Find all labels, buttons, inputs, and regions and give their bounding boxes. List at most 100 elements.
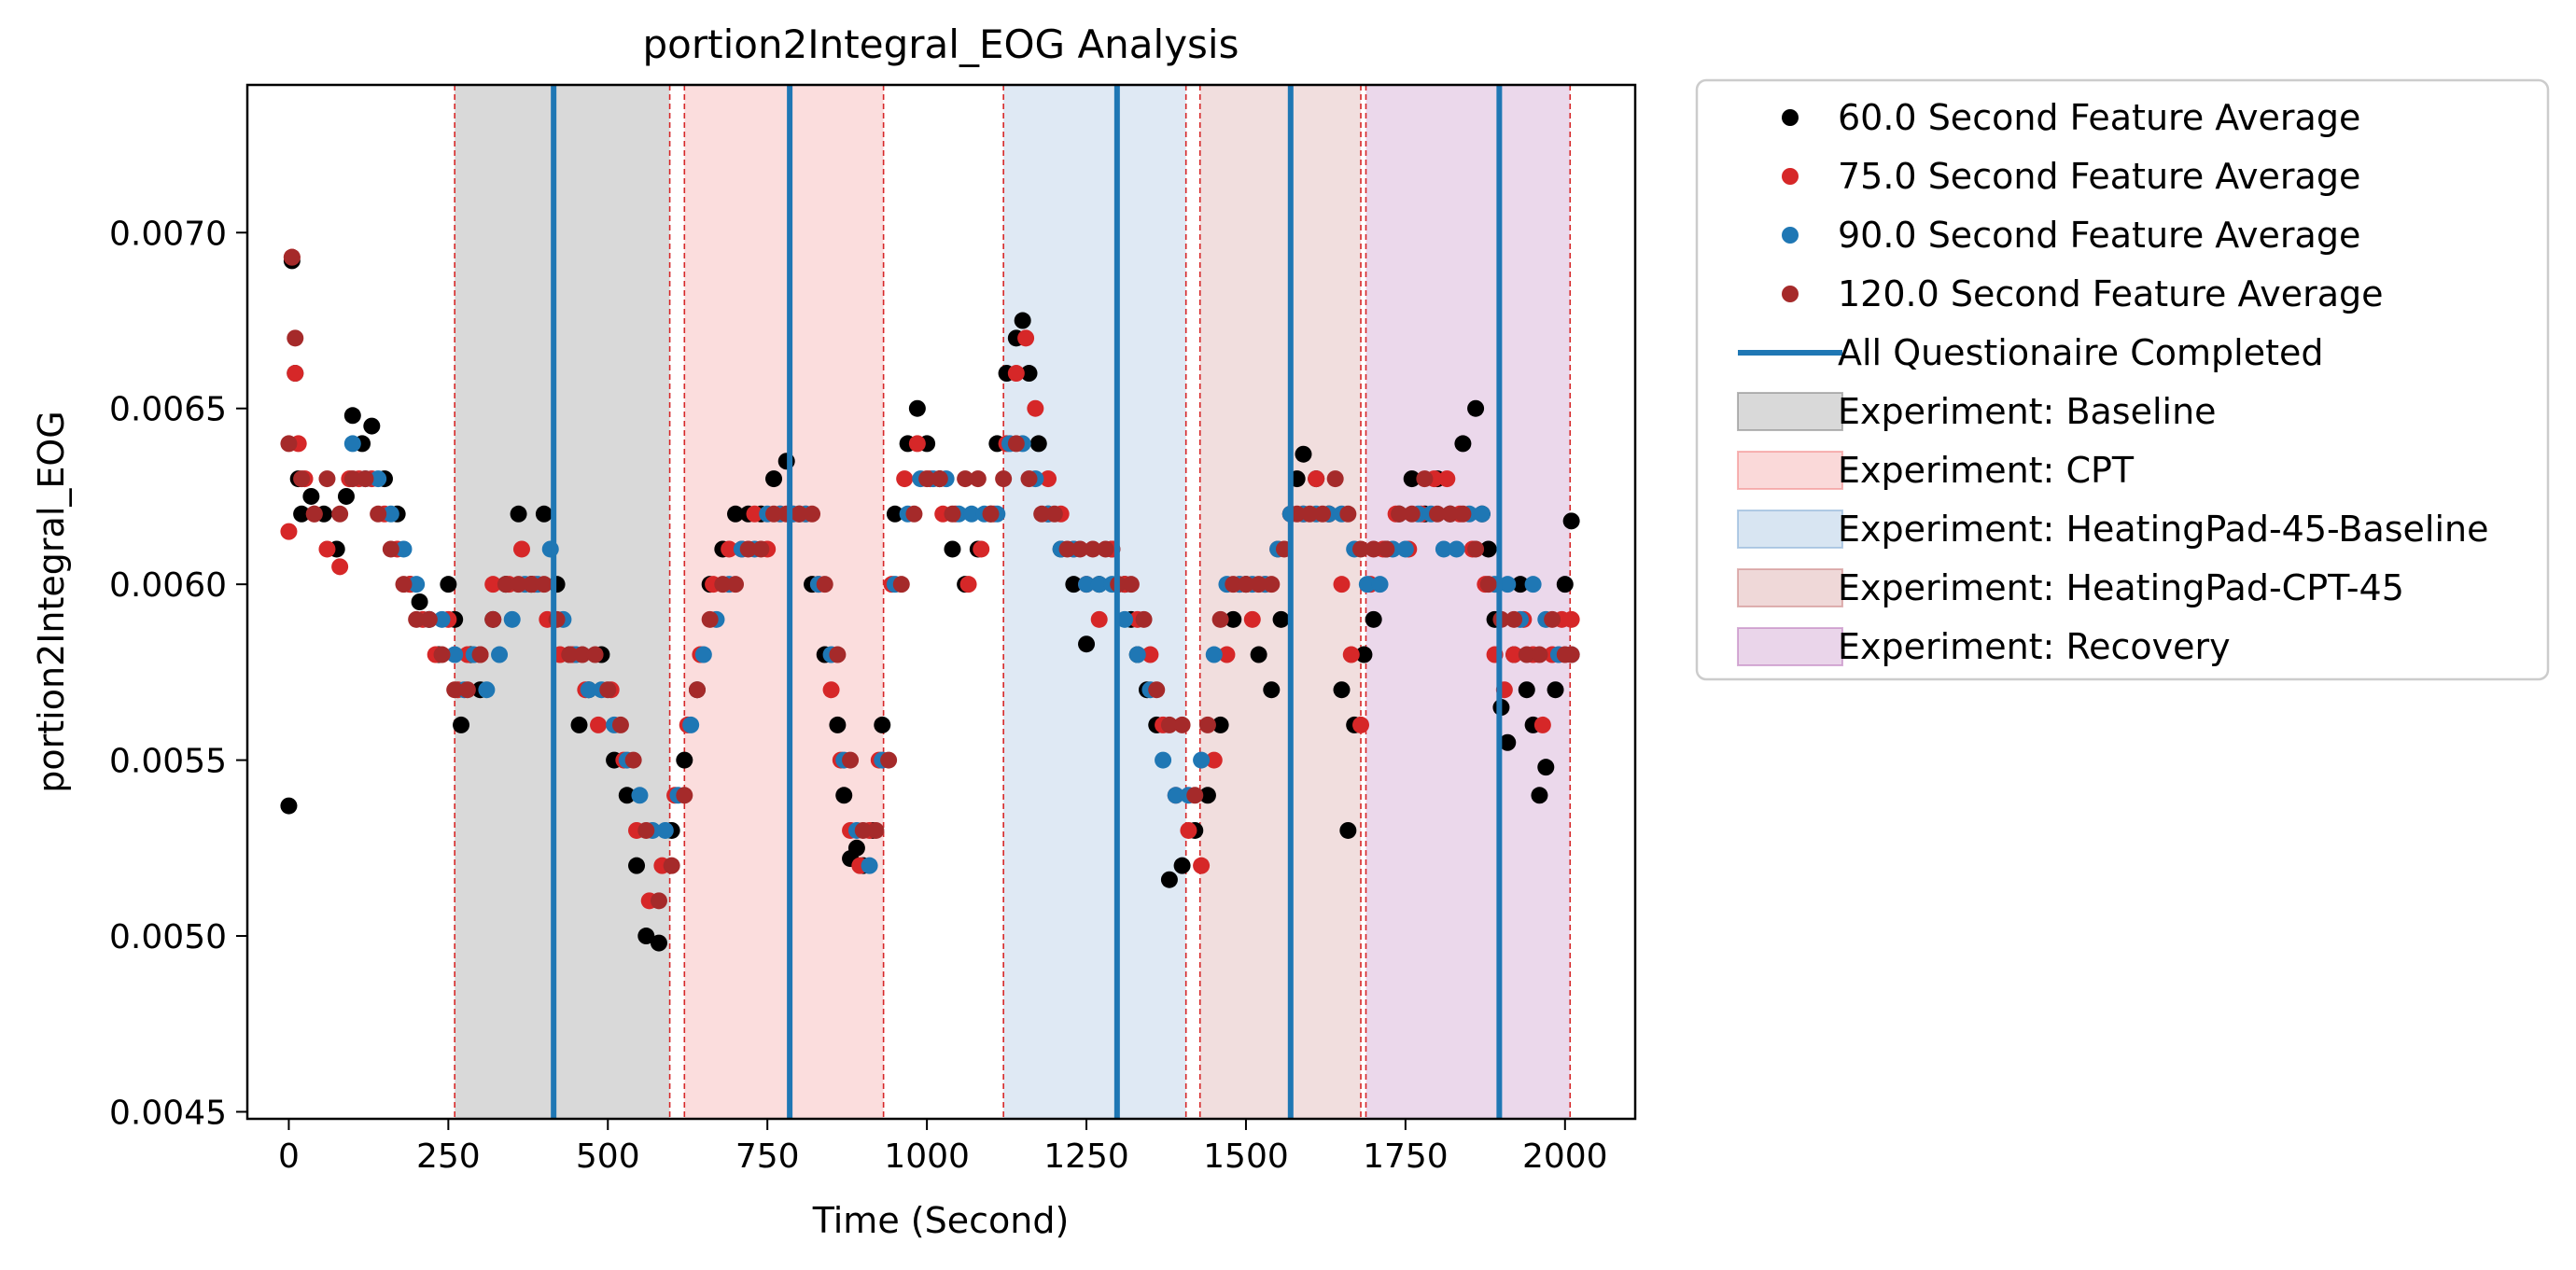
data-point bbox=[287, 329, 304, 347]
data-point bbox=[382, 505, 399, 523]
data-point bbox=[1128, 646, 1146, 663]
data-point bbox=[318, 470, 336, 488]
data-point bbox=[1263, 576, 1281, 593]
data-point bbox=[1017, 329, 1035, 347]
data-point bbox=[1313, 505, 1331, 523]
data-point bbox=[1237, 576, 1254, 593]
data-point bbox=[408, 610, 426, 628]
data-point bbox=[586, 646, 604, 663]
data-point bbox=[959, 576, 977, 593]
data-point bbox=[1160, 716, 1178, 733]
data-point bbox=[1058, 540, 1076, 558]
data-point bbox=[302, 487, 320, 505]
legend-label: 60.0 Second Feature Average bbox=[1838, 97, 2360, 138]
data-point bbox=[1416, 470, 1434, 488]
data-point bbox=[1122, 576, 1140, 593]
data-point bbox=[944, 505, 961, 523]
data-point bbox=[721, 540, 738, 558]
data-point bbox=[382, 540, 399, 558]
legend-item-8: Experiment: HeatingPad-45-Baseline bbox=[1737, 509, 2489, 550]
data-point bbox=[1403, 505, 1421, 523]
data-point bbox=[370, 470, 387, 488]
data-point bbox=[957, 470, 974, 488]
data-point bbox=[739, 540, 757, 558]
data-point bbox=[1547, 681, 1564, 699]
data-point bbox=[1378, 540, 1395, 558]
data-point bbox=[1537, 759, 1555, 776]
plot-area: 0 250 500 750 1000 1250 1500 1750 2000 0.00450.0… bbox=[109, 83, 1637, 1176]
legend-patch bbox=[1737, 392, 1843, 431]
data-point bbox=[1339, 821, 1357, 839]
data-point bbox=[1531, 646, 1548, 663]
data-point bbox=[1205, 751, 1223, 769]
data-point bbox=[631, 787, 649, 804]
legend-item-4: 120.0 Second Feature Average bbox=[1782, 273, 2384, 314]
legend-marker bbox=[1782, 168, 1799, 185]
data-point bbox=[1225, 610, 1242, 628]
x-tick-label: 0 bbox=[278, 1137, 300, 1176]
data-point bbox=[1078, 635, 1096, 653]
data-point bbox=[570, 716, 588, 733]
data-point bbox=[1014, 312, 1031, 329]
data-point bbox=[1243, 610, 1261, 628]
data-point bbox=[287, 365, 304, 383]
data-point bbox=[318, 540, 336, 558]
y-tick-label: 0.0060 bbox=[109, 566, 227, 605]
data-point bbox=[765, 505, 783, 523]
data-point bbox=[1205, 646, 1223, 663]
data-point bbox=[1084, 540, 1101, 558]
data-point bbox=[1180, 821, 1197, 839]
data-point bbox=[1371, 576, 1389, 593]
data-point bbox=[573, 646, 591, 663]
data-point bbox=[343, 470, 361, 488]
data-point bbox=[1505, 610, 1523, 628]
data-point bbox=[433, 610, 451, 628]
data-point bbox=[590, 716, 608, 733]
data-point bbox=[982, 505, 1000, 523]
region-heatingpad-cpt-45 bbox=[1199, 85, 1362, 1119]
data-point bbox=[931, 470, 948, 488]
data-point bbox=[280, 523, 298, 540]
data-point bbox=[280, 435, 298, 453]
data-point bbox=[1467, 399, 1485, 417]
data-point bbox=[1272, 610, 1290, 628]
data-point bbox=[918, 470, 936, 488]
data-point bbox=[293, 470, 311, 488]
data-point bbox=[491, 646, 509, 663]
data-point bbox=[752, 540, 770, 558]
legend-items: 60.0 Second Feature Average 75.0 Second F… bbox=[1737, 97, 2489, 667]
data-point bbox=[714, 576, 732, 593]
data-point bbox=[1352, 716, 1370, 733]
data-point bbox=[1479, 576, 1497, 593]
legend-patch bbox=[1737, 627, 1843, 666]
data-point bbox=[411, 593, 428, 610]
data-point bbox=[880, 751, 898, 769]
data-point bbox=[1090, 610, 1108, 628]
legend-item-1: 60.0 Second Feature Average bbox=[1782, 97, 2360, 138]
data-point bbox=[357, 470, 374, 488]
data-point bbox=[440, 576, 457, 593]
data-point bbox=[1148, 681, 1166, 699]
data-point bbox=[1511, 576, 1529, 593]
region-heatingpad-45-baseline bbox=[1003, 85, 1186, 1119]
legend-item-2: 75.0 Second Feature Average bbox=[1782, 156, 2360, 197]
data-point bbox=[1524, 576, 1542, 593]
data-point bbox=[1155, 751, 1172, 769]
data-point bbox=[682, 716, 700, 733]
data-point bbox=[1531, 787, 1548, 804]
x-tick-label: 1000 bbox=[884, 1137, 970, 1176]
data-point bbox=[1562, 512, 1580, 530]
data-point bbox=[1218, 646, 1236, 663]
legend-label: 75.0 Second Feature Average bbox=[1838, 156, 2360, 197]
data-point bbox=[1097, 540, 1114, 558]
data-point bbox=[1167, 787, 1184, 804]
legend-label: 90.0 Second Feature Average bbox=[1838, 215, 2360, 256]
data-point bbox=[1473, 505, 1491, 523]
legend-label: 120.0 Second Feature Average bbox=[1838, 273, 2384, 314]
data-point bbox=[1211, 716, 1229, 733]
data-point bbox=[1429, 505, 1447, 523]
data-point bbox=[676, 751, 693, 769]
data-point bbox=[1333, 681, 1351, 699]
legend-patch bbox=[1737, 509, 1843, 549]
data-point bbox=[1263, 681, 1281, 699]
